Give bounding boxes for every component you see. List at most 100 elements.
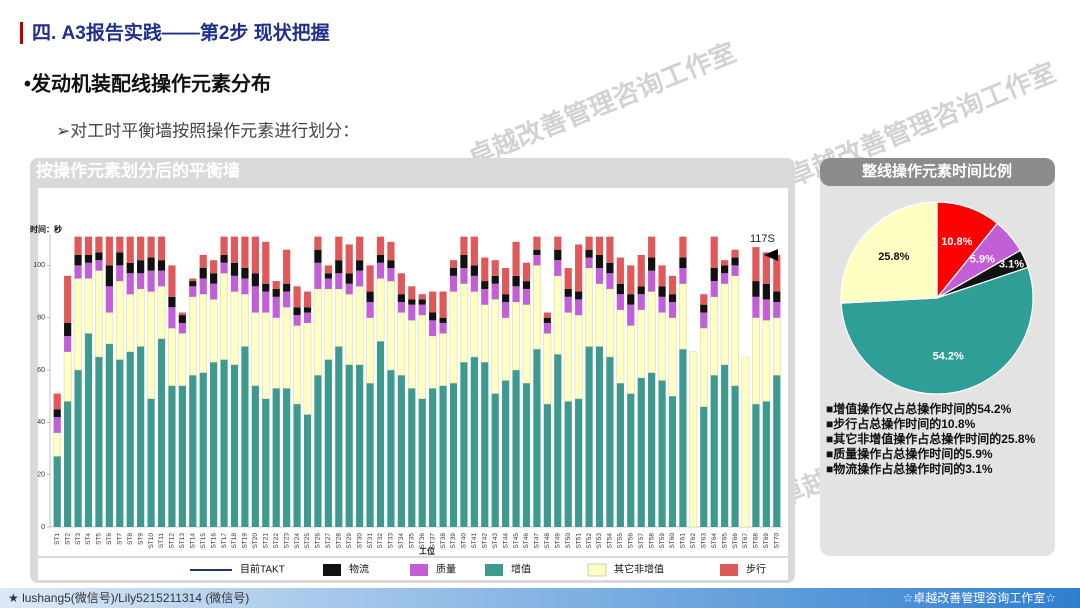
bar-segment <box>95 270 103 358</box>
x-tick-label: ST69 <box>763 533 770 549</box>
bar-segment <box>293 286 301 308</box>
bar-segment <box>387 241 395 261</box>
bar-segment <box>251 385 259 527</box>
bar-segment <box>189 375 197 527</box>
bar-segment <box>220 273 228 360</box>
bar-segment <box>658 286 666 297</box>
bar-segment <box>481 288 489 305</box>
bar-segment <box>314 288 322 376</box>
bar-segment <box>429 312 437 321</box>
pie-label: 54.2% <box>933 350 964 362</box>
bullet: •发动机装配线操作元素分布 <box>24 71 271 95</box>
bar-segment <box>251 273 259 287</box>
x-tick-label: ST33 <box>388 533 395 549</box>
footer-left: ★ lushang5(微信号)/Lily5215211314 (微信号) <box>8 591 249 605</box>
bar-segment <box>470 275 478 292</box>
bar-segment <box>366 302 374 318</box>
x-tick-label: ST17 <box>221 533 228 549</box>
x-tick-label: ST38 <box>440 533 447 549</box>
bar-segment <box>554 236 562 250</box>
bar-segment <box>616 294 624 310</box>
bar-segment <box>648 257 656 271</box>
bar-segment <box>74 278 82 371</box>
bar-segment <box>627 393 635 527</box>
x-tick-label: ST57 <box>638 533 645 549</box>
bar-segment <box>512 286 520 303</box>
bar-segment <box>481 362 489 527</box>
bar-segment <box>283 388 291 527</box>
bar-segment <box>512 370 520 527</box>
x-tick-label: ST40 <box>461 533 468 549</box>
bar-segment <box>429 291 437 313</box>
y-axis-label: 时间：秒 <box>30 224 62 234</box>
bar-segment <box>157 236 166 261</box>
bar-segment <box>64 401 72 527</box>
bar-segment <box>439 317 447 323</box>
bar-segment <box>157 286 166 339</box>
bar-segment <box>752 404 760 527</box>
bar-segment <box>230 291 239 366</box>
bar-segment <box>752 281 760 297</box>
bar-segment <box>356 236 364 261</box>
bar-segment <box>460 268 468 284</box>
bar-segment <box>418 398 426 527</box>
bar-segment <box>647 291 656 373</box>
bar-segment <box>501 317 510 381</box>
x-tick-label: ST29 <box>346 533 353 549</box>
bar-segment <box>64 336 72 352</box>
bar-segment <box>345 364 353 527</box>
bar-segment <box>105 312 114 345</box>
bar-segment <box>627 265 635 295</box>
bar-segment <box>741 356 750 528</box>
bar-segment <box>606 236 614 263</box>
bar-segment <box>418 304 426 316</box>
bar-segment <box>564 312 573 402</box>
bar-segment <box>679 236 687 258</box>
bar-segment <box>731 275 739 386</box>
bar-segment <box>449 275 458 292</box>
x-tick-label: ST12 <box>169 533 176 549</box>
pie-note: ■增值操作仅占总操作时间的54.2% <box>826 402 1012 416</box>
bar-segment <box>679 349 687 527</box>
bar-segment <box>126 293 135 352</box>
bar-segment <box>408 299 416 305</box>
bar-segment <box>564 296 572 313</box>
bar-segment <box>324 273 332 279</box>
bar-segment <box>210 362 218 527</box>
bar-segment <box>606 356 614 527</box>
bar-segment <box>522 262 531 282</box>
y-tick-label: 80 <box>37 315 45 322</box>
x-tick-label: ST49 <box>555 533 562 549</box>
x-tick-label: ST18 <box>231 533 238 549</box>
legend-swatch <box>410 564 428 576</box>
bar-segment <box>272 317 281 389</box>
bar-segment <box>293 315 301 326</box>
bar-segment <box>293 307 301 316</box>
bar-segment <box>616 257 624 284</box>
bar-segment <box>668 302 677 318</box>
bar-segment <box>314 249 322 263</box>
bar-segment <box>189 281 197 287</box>
bar-segment <box>303 291 312 308</box>
bar-segment <box>658 265 666 287</box>
bar-segment <box>658 296 666 313</box>
x-tick-label: ST45 <box>513 533 520 549</box>
x-tick-label: ST58 <box>648 533 655 549</box>
bar-segment <box>324 288 333 360</box>
y-tick-label: 20 <box>37 472 45 479</box>
x-tick-label: ST52 <box>586 533 593 549</box>
bar-segment <box>84 333 93 527</box>
x-tick-label: ST6 <box>106 533 113 545</box>
x-tick-label: ST63 <box>701 533 708 549</box>
bar-segment <box>721 273 729 284</box>
x-tick-label: ST67 <box>742 533 749 549</box>
x-tick-label: ST3 <box>75 533 82 545</box>
bar-segment <box>126 351 134 527</box>
bar-segment <box>272 296 280 318</box>
bar-segment <box>168 385 176 527</box>
annotation: 117S <box>750 233 775 245</box>
bar-segment <box>116 252 124 266</box>
legend-swatch <box>485 564 503 576</box>
x-tick-label: ST62 <box>690 533 697 549</box>
